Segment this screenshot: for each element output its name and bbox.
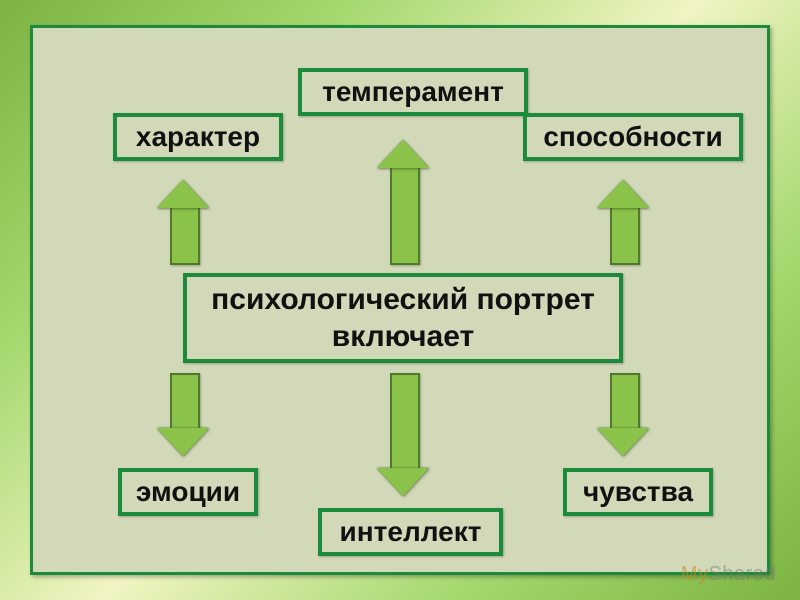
node-character: характер (113, 113, 283, 161)
node-label: эмоции (136, 476, 240, 508)
center-box: психологический портрет включает (183, 273, 623, 363)
node-label: чувства (583, 476, 693, 508)
node-label: интеллект (340, 516, 482, 548)
node-label: характер (136, 121, 260, 153)
node-intellect: интеллект (318, 508, 503, 556)
slide-frame: психологический портрет включает темпера… (0, 0, 800, 600)
node-emotions: эмоции (118, 468, 258, 516)
watermark-prefix: My (681, 563, 709, 585)
node-abilities: способности (523, 113, 743, 161)
watermark-suffix: Shared (709, 563, 777, 585)
node-label: способности (543, 121, 722, 153)
node-label: темперамент (322, 76, 504, 108)
diagram-panel: психологический портрет включает темпера… (30, 25, 770, 575)
center-box-label: психологический портрет включает (201, 281, 605, 356)
node-temperament: темперамент (298, 68, 528, 116)
watermark: MyShared (681, 563, 776, 586)
node-feelings: чувства (563, 468, 713, 516)
